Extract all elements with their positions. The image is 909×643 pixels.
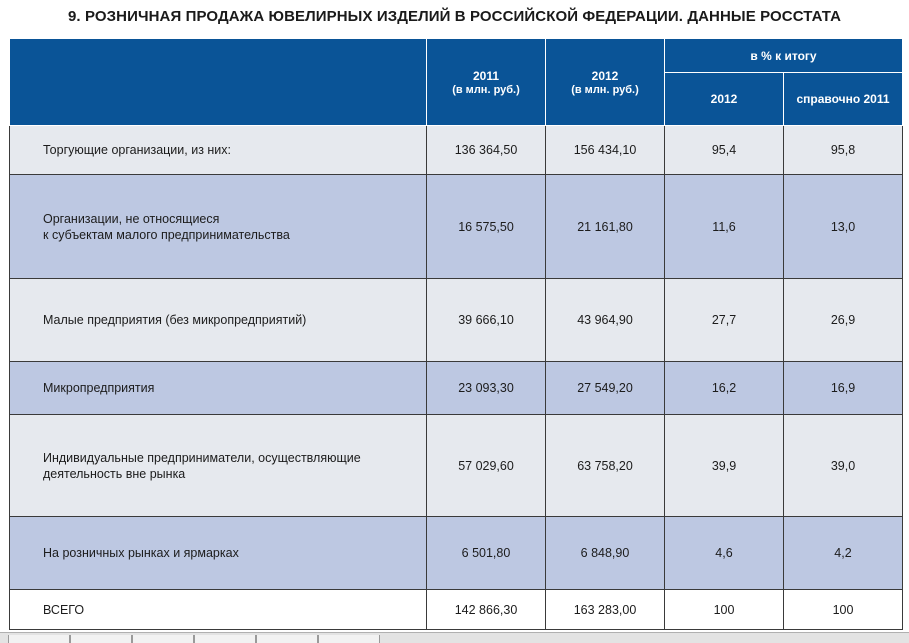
table-row: Организации, не относящиеся к субъектам …	[9, 174, 903, 279]
value-2012: 21 161,80	[545, 174, 665, 279]
pct-2011: 13,0	[783, 174, 903, 279]
header-2012-label: 2012	[591, 68, 619, 83]
value-2012: 63 758,20	[545, 414, 665, 517]
value-2011: 142 866,30	[426, 589, 546, 630]
value-2011: 6 501,80	[426, 516, 546, 590]
pct-2012: 100	[664, 589, 784, 630]
row-label: Торгующие организации, из них:	[9, 125, 427, 175]
header-category-cell	[9, 38, 427, 126]
strip-tab	[194, 635, 256, 643]
pct-2011: 95,8	[783, 125, 903, 175]
row-label: Индивидуальные предприниматели, осуществ…	[9, 414, 427, 517]
row-label: ВСЕГО	[9, 589, 427, 630]
value-2012: 163 283,00	[545, 589, 665, 630]
bottom-strip	[0, 632, 909, 643]
header-pct-2012: 2012	[664, 72, 784, 126]
table-title: 9. РОЗНИЧНАЯ ПРОДАЖА ЮВЕЛИРНЫХ ИЗДЕЛИЙ В…	[67, 8, 842, 25]
header-2011-unit: (в млн. руб.)	[452, 83, 520, 96]
pct-2011: 26,9	[783, 278, 903, 362]
header-2011-cell: 2011 (в млн. руб.)	[426, 38, 546, 126]
header-2011-label: 2011	[472, 68, 500, 83]
table-row: Микропредприятия 23 093,30 27 549,20 16,…	[9, 361, 903, 415]
value-2011: 136 364,50	[426, 125, 546, 175]
table-row: На розничных рынках и ярмарках 6 501,80 …	[9, 516, 903, 590]
pct-2011: 39,0	[783, 414, 903, 517]
pct-2011: 16,9	[783, 361, 903, 415]
pct-2012: 95,4	[664, 125, 784, 175]
row-label: Организации, не относящиеся к субъектам …	[9, 174, 427, 279]
value-2011: 57 029,60	[426, 414, 546, 517]
value-2012: 27 549,20	[545, 361, 665, 415]
header-pct-group: в % к итогу	[664, 38, 903, 73]
header-2012-unit: (в млн. руб.)	[571, 83, 639, 96]
value-2011: 39 666,10	[426, 278, 546, 362]
pct-2011: 4,2	[783, 516, 903, 590]
value-2012: 156 434,10	[545, 125, 665, 175]
pct-2012: 16,2	[664, 361, 784, 415]
strip-tab	[256, 635, 318, 643]
row-label: На розничных рынках и ярмарках	[9, 516, 427, 590]
retail-jewelry-table: 2011 (в млн. руб.) 2012 (в млн. руб.) в …	[9, 38, 903, 630]
value-2012: 43 964,90	[545, 278, 665, 362]
pct-2012: 27,7	[664, 278, 784, 362]
pct-2012: 11,6	[664, 174, 784, 279]
value-2011: 23 093,30	[426, 361, 546, 415]
value-2012: 6 848,90	[545, 516, 665, 590]
header-2012-cell: 2012 (в млн. руб.)	[545, 38, 665, 126]
row-label: Малые предприятия (без микропредприятий)	[9, 278, 427, 362]
header-pct-2011: справочно 2011	[783, 72, 903, 126]
value-2011: 16 575,50	[426, 174, 546, 279]
table-row: Торгующие организации, из них: 136 364,5…	[9, 125, 903, 175]
strip-tab	[8, 635, 70, 643]
table-row: Малые предприятия (без микропредприятий)…	[9, 278, 903, 362]
table-row-total: ВСЕГО 142 866,30 163 283,00 100 100	[9, 589, 903, 630]
strip-tab	[132, 635, 194, 643]
pct-2012: 39,9	[664, 414, 784, 517]
table-row: Индивидуальные предприниматели, осуществ…	[9, 414, 903, 517]
strip-tab	[318, 635, 380, 643]
row-label: Микропредприятия	[9, 361, 427, 415]
strip-tab	[70, 635, 132, 643]
pct-2012: 4,6	[664, 516, 784, 590]
pct-2011: 100	[783, 589, 903, 630]
